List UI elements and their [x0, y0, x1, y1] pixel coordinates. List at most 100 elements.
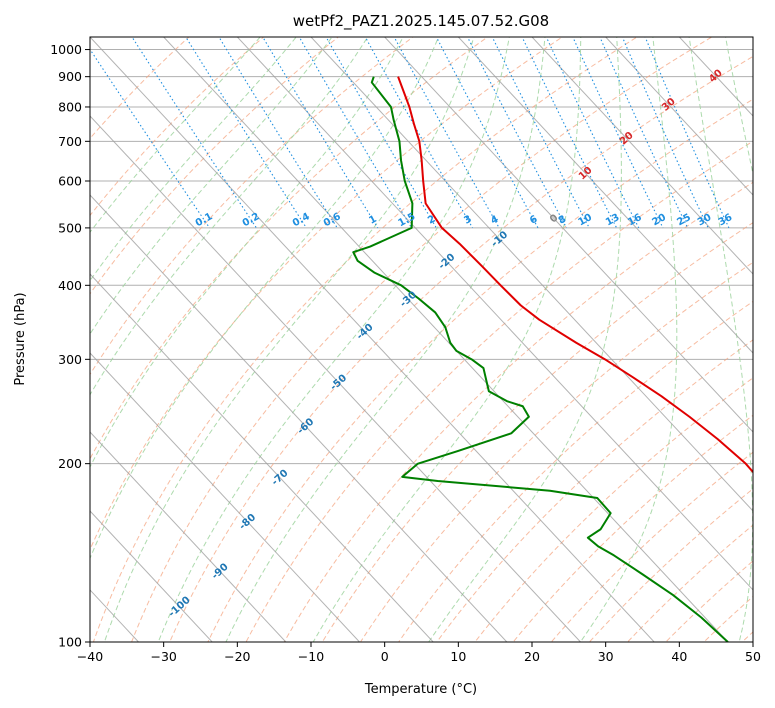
mixing-ratio-line	[435, 37, 539, 229]
temperature-line	[397, 76, 753, 474]
plot-frame	[89, 36, 754, 643]
skewed-isotherm	[310, 37, 753, 512]
mixing-ratio-label: 16	[626, 212, 643, 228]
mixing-ratio-label: 4	[489, 214, 500, 227]
y-tick-label: 600	[58, 173, 82, 188]
mixing-ratio-line	[644, 37, 730, 229]
mixing-ratio-line	[218, 37, 338, 229]
skewed-isotherm	[236, 37, 753, 591]
skewed-isotherm	[531, 37, 753, 275]
isotherm-label: -100	[167, 595, 193, 620]
mixing-ratio-label: 1	[367, 214, 378, 227]
moist-adiabat	[90, 37, 297, 282]
x-tick-label: 40	[671, 649, 687, 664]
y-tick-label: 200	[58, 456, 82, 471]
dry-adiabat	[474, 377, 753, 642]
dry-adiabat	[90, 37, 564, 551]
dry-adiabat	[90, 37, 414, 376]
dry-adiabat	[665, 560, 753, 642]
y-tick-label: 1000	[50, 42, 82, 57]
mixing-ratio-label: 13	[604, 212, 621, 228]
mixing-ratio-label: 20	[651, 212, 668, 228]
x-axis-label: Temperature (°C)	[364, 682, 477, 697]
mixing-ratio-label: 0.1	[194, 211, 215, 229]
x-tick-label: 50	[745, 649, 761, 664]
skewed-isotherm	[457, 37, 753, 354]
moist-adiabats	[90, 37, 753, 642]
moist-adiabat	[580, 37, 678, 642]
x-tick-label: −10	[298, 649, 324, 664]
mixing-ratio-label: 3	[462, 214, 473, 227]
skewed-isotherm	[90, 510, 213, 642]
mixing-ratio-line	[298, 37, 413, 229]
skewed-isotherm	[90, 352, 361, 642]
mixing-ratio-line	[393, 37, 500, 229]
skewed-isotherm	[752, 37, 753, 38]
dry-adiabat	[245, 140, 753, 642]
y-tick-label: 900	[58, 69, 82, 84]
skewed-isotherm	[383, 37, 753, 433]
mixing-ratio-line	[621, 37, 709, 229]
mixing-ratio-label: 30	[696, 212, 713, 228]
skewed-isotherm	[90, 273, 434, 642]
mixing-ratio-line	[466, 37, 568, 229]
mixing-ratio-line	[90, 48, 211, 229]
dry-adiabat	[626, 524, 753, 642]
profile-series	[352, 76, 753, 642]
x-tick-label: −40	[77, 649, 103, 664]
x-tick-label: 30	[598, 649, 614, 664]
mixing-ratio-label: 10	[577, 212, 594, 228]
moist-adiabat	[225, 37, 546, 642]
dewpoint-line	[352, 76, 729, 642]
y-tick-label: 500	[58, 220, 82, 235]
mixing-ratio-label: 25	[675, 212, 692, 228]
mixing-ratio-lines	[90, 37, 730, 229]
mixing-ratio-label: 0.6	[322, 211, 343, 229]
mixing-ratio-line	[325, 37, 437, 229]
moist-adiabat	[90, 37, 261, 234]
y-tick-label: 800	[58, 99, 82, 114]
dry-adiabat	[283, 181, 753, 642]
mixing-ratio-line	[599, 37, 689, 229]
skewed-isotherm	[604, 37, 753, 196]
y-tick-label: 400	[58, 278, 82, 293]
skewed-isotherm	[90, 37, 655, 642]
dry-adiabat	[90, 37, 340, 295]
mixing-ratio-label: 8	[557, 214, 568, 227]
dry-adiabat	[359, 261, 753, 642]
dry-adiabat	[90, 37, 489, 460]
moist-adiabat	[157, 37, 510, 642]
skewed-isotherms	[90, 37, 753, 642]
skewed-isotherm	[90, 431, 287, 642]
skewed-isotherm	[90, 115, 582, 642]
dry-adiabat	[169, 55, 753, 642]
dry-adiabat	[512, 414, 753, 642]
dry-adiabat	[703, 595, 753, 642]
mixing-ratio-line	[131, 37, 257, 229]
axis-ticks: −40 −30 −20 −10 0 10 20 30 40 5010020030040050060…	[50, 42, 761, 664]
y-tick-label: 300	[58, 352, 82, 367]
chart-title: wetPf2_PAZ1.2025.145.07.52.G08	[293, 12, 549, 31]
x-tick-label: 0	[381, 649, 389, 664]
mixing-ratio-label: 6	[528, 214, 539, 227]
dry-adiabat	[90, 37, 265, 217]
moist-adiabat	[428, 37, 622, 642]
dry-adiabat	[436, 339, 753, 642]
moist-adiabat	[90, 37, 440, 560]
moist-adiabat	[103, 37, 475, 642]
moist-adiabat	[90, 37, 404, 469]
dry-adiabat	[766, 25, 775, 655]
moist-adiabat	[90, 37, 333, 335]
mixing-ratio-line	[572, 37, 664, 229]
y-tick-label: 100	[58, 635, 82, 650]
dry-adiabat	[550, 451, 753, 642]
skewed-isotherm	[90, 194, 508, 642]
mixing-ratio-label: 0.4	[291, 211, 312, 229]
x-tick-label: 20	[524, 649, 540, 664]
pressure-gridlines	[90, 49, 753, 642]
y-axis-label: Pressure (hPa)	[13, 292, 28, 385]
y-tick-label: 700	[58, 134, 82, 149]
moist-adiabat	[688, 37, 753, 642]
x-tick-label: 10	[450, 649, 466, 664]
